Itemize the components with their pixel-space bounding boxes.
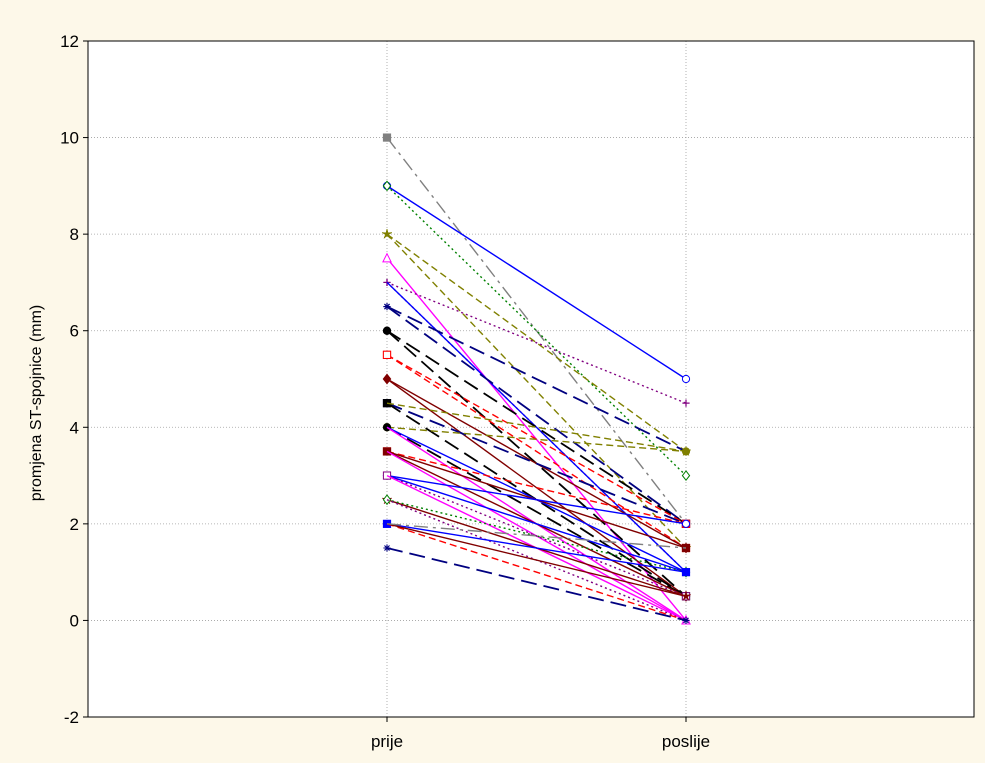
- series-line: [386, 233, 687, 452]
- plot-frame: [87, 40, 975, 718]
- series-line: [386, 426, 687, 453]
- series-line: [386, 281, 687, 404]
- series-line: [386, 402, 687, 453]
- x-tick-label: prije: [371, 732, 403, 751]
- series-line: [386, 354, 687, 549]
- series-line: [386, 474, 687, 525]
- data-point: [383, 544, 391, 552]
- y-tick-label: 12: [60, 32, 79, 51]
- series-line: [386, 305, 687, 453]
- series-line: [386, 137, 687, 525]
- data-point: [681, 374, 691, 384]
- x-axis: prije poslije: [371, 717, 710, 751]
- y-tick-label: 2: [70, 515, 79, 534]
- y-axis-label: promjena ST-spojnice (mm): [28, 305, 45, 502]
- data-point: [381, 228, 393, 239]
- data-point: [382, 326, 392, 335]
- data-point: [382, 252, 392, 263]
- series-line: [386, 305, 687, 525]
- series-line: [386, 547, 687, 622]
- series-20: [386, 402, 687, 453]
- y-tick-label: 4: [70, 418, 79, 437]
- series-line: [386, 426, 687, 598]
- y-tick-label: 0: [70, 611, 79, 630]
- series-layer: [381, 133, 692, 625]
- series-line: [386, 402, 687, 525]
- series-line: [386, 523, 687, 622]
- series-39: [386, 523, 687, 549]
- series-line: [386, 474, 687, 597]
- data-point: [383, 302, 391, 311]
- series-line: [386, 523, 687, 573]
- y-axis: -2 0 2 4 6 8 10 12: [60, 32, 88, 727]
- series-line: [386, 450, 687, 525]
- plot-area: [88, 41, 974, 717]
- series-line: [386, 185, 687, 380]
- data-point: [681, 470, 691, 481]
- data-point: [681, 568, 691, 577]
- data-point: [682, 399, 690, 407]
- data-point: [681, 447, 691, 456]
- data-point: [681, 519, 691, 528]
- x-tick-label: poslije: [662, 732, 710, 751]
- data-point: [682, 616, 690, 625]
- y-tick-label: -2: [64, 708, 79, 727]
- data-point: [382, 350, 392, 359]
- series-line: [386, 402, 687, 598]
- series-line: [386, 499, 687, 573]
- data-point: [382, 180, 392, 192]
- series-line: [386, 329, 687, 525]
- series-38: [386, 523, 687, 597]
- grid-lines: [88, 41, 974, 717]
- y-tick-label: 6: [70, 322, 79, 341]
- series-line: [386, 523, 687, 597]
- series-line: [386, 474, 687, 573]
- data-point: [382, 373, 392, 385]
- series-line: [386, 233, 687, 549]
- series-line: [386, 523, 687, 549]
- data-point: [382, 133, 392, 142]
- series-40: [383, 544, 690, 625]
- y-tick-label: 8: [70, 225, 79, 244]
- y-tick-label: 10: [60, 129, 79, 148]
- series-37: [386, 523, 687, 622]
